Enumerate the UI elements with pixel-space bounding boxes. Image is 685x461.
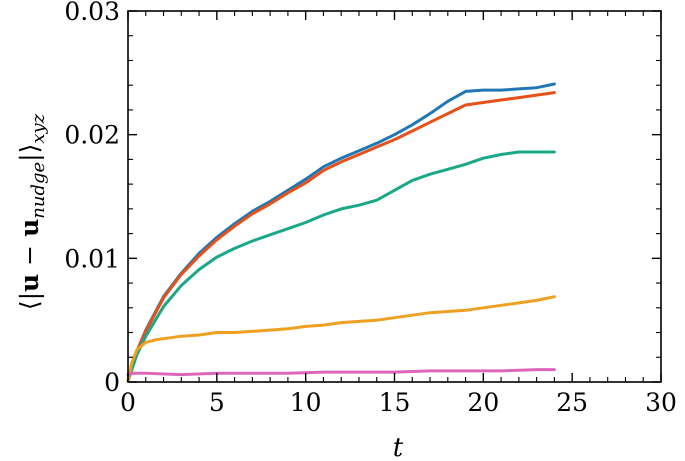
x-tick-label: 30: [645, 388, 677, 417]
y-tick-label: 0.02: [64, 121, 120, 150]
y-label-sub-nudge: nudge: [28, 162, 49, 219]
x-tick-label: 20: [467, 388, 499, 417]
series-line-4: [126, 295, 556, 383]
y-label-u2: u: [15, 219, 44, 237]
y-label-minus: −: [15, 237, 44, 274]
axes-group: 0 5 10 15 20 25 30 0 0.01 0.02 0.03: [64, 0, 677, 417]
x-axis-label: t: [393, 433, 404, 461]
x-tick-label: 10: [290, 388, 322, 417]
series-line-2: [126, 91, 556, 383]
plot-area: [128, 11, 661, 382]
y-tick-label: 0: [104, 368, 120, 397]
y-tick-label: 0.03: [64, 0, 120, 26]
series-line-3: [126, 150, 556, 383]
x-tick-label: 5: [209, 388, 225, 417]
svg-text:⟨|u − unudge|⟩xyz: ⟨|u − unudge|⟩xyz: [15, 113, 49, 310]
y-axis-label: ⟨|u − unudge|⟩xyz: [15, 113, 49, 310]
series-line-5: [126, 368, 556, 377]
x-tick-label: 25: [556, 388, 588, 417]
plot-background: [128, 11, 661, 382]
y-tick-label: 0.01: [64, 244, 120, 273]
x-tick-label: 15: [379, 388, 411, 417]
y-label-prefix: ⟨|: [15, 292, 45, 310]
y-label-sub-xyz: xyz: [28, 113, 49, 143]
y-label-suffix: |⟩: [15, 144, 45, 162]
y-label-u1: u: [15, 274, 44, 292]
series-group: [126, 82, 556, 383]
x-tick-label: 0: [120, 388, 136, 417]
